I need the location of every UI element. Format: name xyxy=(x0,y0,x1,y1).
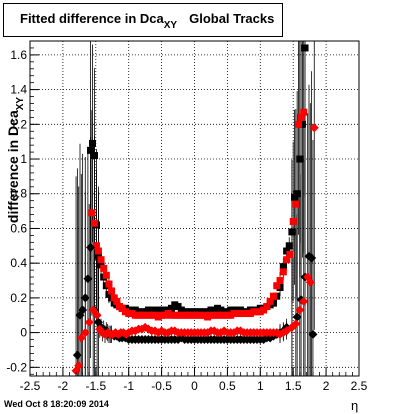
square-marker xyxy=(88,209,96,217)
chart-title-prefix: Fitted difference in Dca xyxy=(20,11,164,26)
diamond-marker xyxy=(74,361,84,371)
square-marker xyxy=(266,297,274,305)
square-marker xyxy=(263,303,271,311)
y-tick-label: 0.4 xyxy=(10,256,27,270)
diamond-marker xyxy=(78,305,88,315)
square-marker xyxy=(288,228,296,236)
y-tick-label: 1 xyxy=(20,152,27,166)
x-tick-label: 2.5 xyxy=(351,379,368,393)
x-tick-label: -0.5 xyxy=(151,379,172,393)
square-marker xyxy=(301,44,309,52)
y-tick-label: 0.2 xyxy=(10,291,27,305)
square-marker xyxy=(269,292,277,300)
square-marker xyxy=(89,139,97,147)
x-tick-label: 1.5 xyxy=(285,379,302,393)
diamond-marker xyxy=(80,293,90,303)
square-marker xyxy=(273,282,281,290)
square-marker xyxy=(105,280,113,288)
x-tick-label: 2 xyxy=(323,379,330,393)
diamond-marker xyxy=(88,305,98,315)
y-tick-label: 1.2 xyxy=(10,117,27,131)
square-marker xyxy=(292,200,300,208)
square-marker xyxy=(298,120,306,128)
timestamp: Wed Oct 8 18:20:09 2014 xyxy=(4,399,109,409)
square-marker xyxy=(94,247,102,255)
diamond-marker xyxy=(80,328,90,338)
plot-frame xyxy=(29,40,360,377)
square-marker xyxy=(100,264,108,272)
square-marker xyxy=(285,242,293,250)
diamond-marker xyxy=(295,305,305,315)
diamond-marker xyxy=(86,243,96,253)
x-tick-label: -2 xyxy=(58,379,69,393)
diamond-marker xyxy=(305,277,315,287)
chart-title-subscript: XY xyxy=(163,20,178,31)
axes: -2.5 -2 -1.5 -1 -0.5 0 0.5 1 1.5 2 2.5 -0.2 0 0.2 0.4 0… xyxy=(6,47,368,393)
square-marker xyxy=(102,271,110,279)
error-bars xyxy=(75,41,315,376)
y-tick-label: 1.4 xyxy=(10,83,27,97)
x-tick-label: -2.5 xyxy=(20,379,41,393)
chart-title: Fitted difference in DcaXY Global Tracks xyxy=(20,11,275,31)
y-axis-title: difference in DcaXY xyxy=(5,97,26,223)
square-marker xyxy=(294,120,302,128)
square-marker xyxy=(300,108,308,116)
square-marker xyxy=(297,113,305,121)
y-tick-label: 1.6 xyxy=(10,48,27,62)
square-marker xyxy=(279,263,287,271)
diamond-marker xyxy=(307,253,317,263)
grid-lines xyxy=(30,41,359,376)
square-marker xyxy=(286,250,294,258)
square-marker xyxy=(293,190,301,198)
y-axis-title-subscript: XY xyxy=(15,97,26,111)
square-marker xyxy=(113,297,121,305)
x-tick-label: 1 xyxy=(257,379,264,393)
diamond-marker xyxy=(299,296,309,306)
y-tick-label: -0.2 xyxy=(6,360,27,374)
square-marker xyxy=(90,219,98,227)
x-axis-title: η xyxy=(351,398,359,413)
square-marker xyxy=(283,256,291,264)
y-tick-label: 0.6 xyxy=(10,221,27,235)
diamond-marker xyxy=(83,274,93,284)
diamond-marker xyxy=(92,310,102,320)
diamond-marker xyxy=(291,319,301,329)
square-marker xyxy=(108,287,116,295)
square-marker xyxy=(90,152,98,160)
y-tick-label: 0.8 xyxy=(10,187,27,201)
square-marker xyxy=(92,242,100,250)
diamond-marker xyxy=(308,329,318,339)
square-marker xyxy=(87,146,95,154)
square-marker xyxy=(289,218,297,226)
x-tick-label: 0 xyxy=(191,379,198,393)
x-tick-label: 0.5 xyxy=(219,379,236,393)
diamond-marker xyxy=(309,123,319,133)
diamond-marker xyxy=(76,333,86,343)
chart-title-suffix: Global Tracks xyxy=(189,11,275,26)
x-tick-label: -1.5 xyxy=(85,379,106,393)
square-marker xyxy=(279,268,287,276)
x-tick-label: -1 xyxy=(123,379,134,393)
square-marker xyxy=(97,256,105,264)
diamond-marker xyxy=(84,317,94,327)
diamond-marker xyxy=(292,312,302,322)
data-markers xyxy=(71,44,319,376)
diamond-marker xyxy=(72,350,82,360)
square-marker xyxy=(276,277,284,285)
y-tick-label: 0 xyxy=(20,326,27,340)
y-axis-title-text: difference in Dca xyxy=(5,110,21,223)
chart-title-box: Fitted difference in DcaXY Global Tracks xyxy=(3,3,283,37)
square-marker xyxy=(296,155,304,163)
